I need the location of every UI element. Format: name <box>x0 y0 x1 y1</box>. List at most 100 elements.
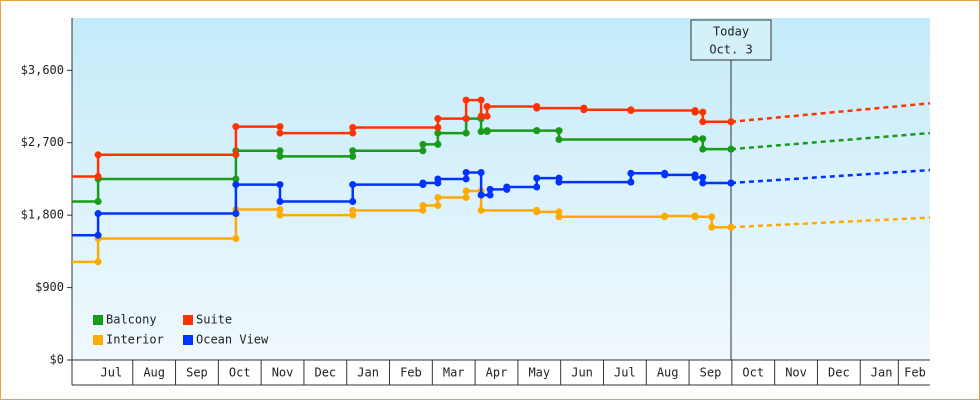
point <box>94 231 102 239</box>
forecast-line <box>730 102 931 124</box>
point <box>462 193 470 201</box>
x-tick-label: Aug <box>143 366 165 380</box>
x-tick-label: Jan <box>871 366 893 380</box>
point <box>232 175 240 183</box>
point <box>419 179 427 187</box>
point <box>699 118 707 126</box>
point <box>477 191 485 199</box>
point <box>419 140 427 148</box>
x-tick-label: Feb <box>904 366 926 380</box>
point <box>691 213 699 221</box>
point <box>691 135 699 143</box>
x-tick-label: Jun <box>571 366 593 380</box>
layers: $0 $900 $1,800 $2,700 $3,600 Jul Aug Sep Oct Nov D… <box>21 19 931 385</box>
point <box>555 127 563 135</box>
point <box>555 178 563 186</box>
point <box>276 147 284 155</box>
point <box>661 212 669 220</box>
y-tick-label: $0 <box>50 353 64 367</box>
point <box>533 208 541 216</box>
point <box>533 183 541 191</box>
point <box>434 115 442 123</box>
point <box>434 129 442 137</box>
point <box>486 185 494 193</box>
y-tick-label: $3,600 <box>21 63 64 77</box>
point <box>232 123 240 131</box>
point <box>580 106 588 114</box>
forecast-line <box>730 131 931 151</box>
x-tick-label: Mar <box>443 366 465 380</box>
point <box>462 187 470 195</box>
point <box>699 173 707 181</box>
legend-swatch <box>93 315 103 325</box>
point <box>419 147 427 155</box>
point <box>699 108 707 116</box>
point <box>94 173 102 181</box>
y-tick-label: $1,800 <box>21 208 64 222</box>
point <box>232 234 240 242</box>
point <box>276 152 284 160</box>
x-tick-label: Aug <box>657 366 679 380</box>
point <box>276 206 284 214</box>
point <box>708 213 716 221</box>
point <box>691 108 699 116</box>
point <box>462 115 470 123</box>
point <box>477 206 485 214</box>
point <box>349 129 357 137</box>
point <box>555 213 563 221</box>
point <box>276 129 284 137</box>
point <box>533 127 541 135</box>
point <box>349 152 357 160</box>
point <box>533 174 541 182</box>
point <box>708 223 716 231</box>
forecast-line <box>730 216 931 229</box>
point <box>691 173 699 181</box>
point <box>477 96 485 104</box>
point <box>555 136 563 144</box>
x-tick-label: Oct <box>229 366 251 380</box>
point <box>699 135 707 143</box>
x-tick-label: Jul <box>101 366 123 380</box>
x-tick-label: Oct <box>742 366 764 380</box>
point <box>462 129 470 137</box>
point <box>483 112 491 120</box>
legend-swatch <box>183 315 193 325</box>
point <box>462 96 470 104</box>
today-label: Oct. 3 <box>709 43 752 57</box>
legend-label: Interior <box>106 333 164 347</box>
x-tick-label: Dec <box>314 366 336 380</box>
point <box>419 201 427 209</box>
point <box>533 104 541 112</box>
point <box>486 191 494 199</box>
point <box>434 175 442 183</box>
point <box>94 210 102 218</box>
point <box>94 258 102 266</box>
point <box>462 169 470 177</box>
point <box>555 208 563 216</box>
today-box <box>690 19 772 61</box>
point <box>94 197 102 205</box>
point <box>349 197 357 205</box>
point <box>232 181 240 189</box>
legend-swatch <box>183 335 193 345</box>
forecast-line <box>730 168 931 185</box>
x-tick-label: May <box>528 366 550 380</box>
point <box>276 211 284 219</box>
point <box>434 201 442 209</box>
x-tick-label: Sep <box>700 366 722 380</box>
x-tick-label: Jul <box>614 366 636 380</box>
legend-label: Balcony <box>106 313 157 327</box>
point <box>232 210 240 218</box>
point <box>276 197 284 205</box>
point <box>419 206 427 214</box>
point <box>349 147 357 155</box>
point <box>477 169 485 177</box>
point <box>349 206 357 214</box>
point <box>483 127 491 135</box>
point <box>627 107 635 115</box>
point <box>349 123 357 131</box>
x-tick-label: Nov <box>272 366 294 380</box>
x-tick-label: Dec <box>828 366 850 380</box>
point <box>699 145 707 153</box>
